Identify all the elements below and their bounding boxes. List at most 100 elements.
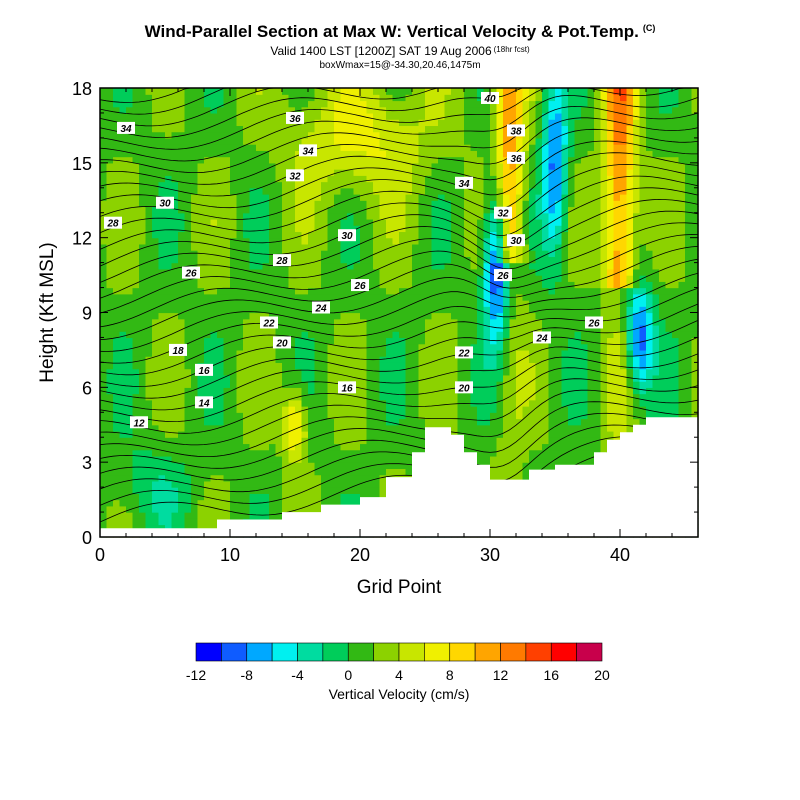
- shade-cell: [152, 493, 160, 501]
- shade-cell: [256, 412, 264, 420]
- shade-cell: [347, 162, 355, 170]
- shade-cell: [249, 137, 257, 145]
- shade-cell: [386, 381, 394, 388]
- shade-cell: [178, 144, 186, 151]
- shade-cell: [334, 131, 342, 139]
- shade-cell: [100, 512, 108, 519]
- shade-cell: [269, 349, 277, 357]
- shade-cell: [405, 231, 413, 239]
- shade-cell: [418, 356, 426, 363]
- shade-cell: [100, 468, 108, 476]
- shade-cell: [522, 256, 530, 264]
- shade-cell: [399, 200, 407, 208]
- shade-cell: [171, 499, 179, 507]
- shade-cell: [152, 424, 160, 432]
- shade-cell: [113, 175, 121, 183]
- shade-cell: [197, 387, 205, 395]
- shade-cell: [158, 356, 166, 363]
- shade-cell: [295, 243, 303, 251]
- shade-cell: [301, 212, 309, 220]
- shade-cell: [165, 524, 173, 532]
- shade-cell: [542, 424, 550, 432]
- shade-cell: [321, 162, 329, 170]
- shade-cell: [113, 131, 121, 139]
- shade-cell: [464, 406, 472, 413]
- shade-cell: [210, 381, 218, 388]
- shade-cell: [269, 169, 277, 176]
- shade-cell: [301, 125, 309, 133]
- shade-cell: [483, 237, 491, 245]
- shade-cell: [399, 324, 407, 332]
- shade-cell: [334, 125, 342, 133]
- shade-cell: [230, 406, 238, 413]
- shade-cell: [340, 281, 348, 289]
- shade-cell: [217, 512, 225, 519]
- shade-cell: [451, 356, 459, 363]
- shade-cell: [275, 362, 283, 370]
- shade-cell: [100, 406, 108, 413]
- shade-cell: [217, 324, 225, 332]
- shade-cell: [262, 374, 270, 382]
- shade-cell: [113, 100, 121, 108]
- shade-cell: [262, 181, 270, 189]
- shade-cell: [483, 175, 491, 183]
- shade-cell: [399, 237, 407, 245]
- shade-cell: [106, 268, 114, 276]
- shade-cell: [295, 194, 303, 201]
- shade-cell: [327, 343, 335, 351]
- shade-cell: [152, 218, 160, 226]
- shade-cell: [288, 430, 296, 438]
- shade-cell: [113, 480, 121, 488]
- shade-cell: [165, 324, 173, 332]
- shade-cell: [438, 393, 446, 401]
- shade-cell: [171, 480, 179, 488]
- shade-cell: [256, 88, 264, 95]
- shade-cell: [490, 437, 498, 445]
- shade-cell: [158, 437, 166, 445]
- shade-cell: [353, 362, 361, 370]
- shade-cell: [204, 337, 212, 345]
- shade-cell: [204, 468, 212, 476]
- shade-cell: [392, 94, 400, 102]
- forecast-note: (18hr fcst): [493, 45, 530, 54]
- shade-cell: [249, 88, 257, 95]
- shade-cell: [386, 181, 394, 189]
- shade-cell: [178, 362, 186, 370]
- shade-cell: [496, 312, 504, 320]
- shade-cell: [444, 349, 452, 357]
- shade-cell: [113, 200, 121, 208]
- shade-cell: [184, 374, 192, 382]
- shade-cell: [321, 243, 329, 251]
- shade-cell: [165, 169, 173, 176]
- shade-cell: [379, 212, 387, 220]
- shade-cell: [106, 262, 114, 270]
- shade-cell: [171, 487, 179, 494]
- shade-cell: [236, 218, 244, 226]
- shade-cell: [360, 393, 368, 401]
- shade-cell: [275, 231, 283, 239]
- shade-cell: [490, 175, 498, 183]
- shade-cell: [217, 293, 225, 301]
- shade-cell: [386, 231, 394, 239]
- shade-cell: [425, 231, 433, 239]
- shade-cell: [334, 374, 342, 382]
- shade-cell: [139, 487, 147, 494]
- shade-cell: [100, 100, 108, 108]
- shade-cell: [139, 206, 147, 214]
- shade-cell: [496, 362, 504, 370]
- shade-cell: [347, 374, 355, 382]
- shade-cell: [210, 169, 218, 176]
- shade-cell: [516, 362, 524, 370]
- shade-cell: [275, 181, 283, 189]
- shade-cell: [243, 243, 251, 251]
- shade-cell: [509, 343, 517, 351]
- shade-cell: [301, 331, 309, 339]
- shade-cell: [191, 399, 199, 407]
- shade-cell: [418, 393, 426, 401]
- shade-cell: [321, 387, 329, 395]
- shade-cell: [327, 181, 335, 189]
- shade-cell: [366, 212, 374, 220]
- shade-cell: [418, 318, 426, 326]
- shade-cell: [100, 418, 108, 426]
- shade-cell: [457, 106, 465, 114]
